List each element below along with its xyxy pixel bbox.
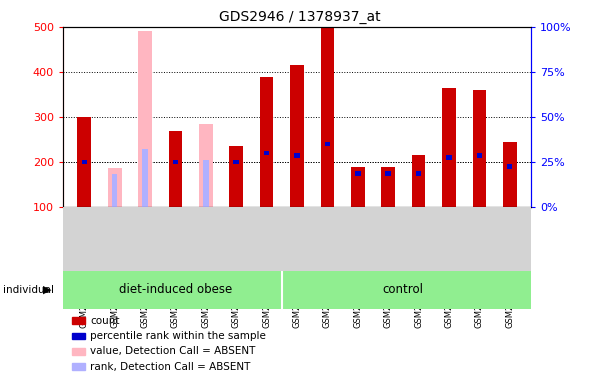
Bar: [77, 117, 91, 207]
Bar: [412, 156, 425, 207]
Bar: [138, 31, 152, 207]
Text: value, Detection Call = ABSENT: value, Detection Call = ABSENT: [90, 346, 256, 356]
Bar: [173, 160, 178, 164]
Text: percentile rank within the sample: percentile rank within the sample: [90, 331, 266, 341]
Text: control: control: [383, 283, 424, 296]
Bar: [112, 174, 118, 207]
Bar: [294, 153, 300, 158]
Bar: [416, 171, 421, 176]
Bar: [442, 88, 456, 207]
Text: ▶: ▶: [43, 285, 51, 295]
Bar: [476, 153, 482, 158]
Bar: [260, 76, 274, 207]
Bar: [169, 131, 182, 207]
Text: diet-induced obese: diet-induced obese: [119, 283, 232, 296]
Bar: [203, 160, 209, 207]
Bar: [142, 149, 148, 207]
Bar: [473, 90, 486, 207]
Bar: [507, 164, 512, 169]
Bar: [199, 124, 212, 207]
Bar: [355, 171, 361, 176]
Text: count: count: [90, 316, 119, 326]
Bar: [233, 160, 239, 164]
Text: individual: individual: [3, 285, 54, 295]
Bar: [382, 167, 395, 207]
Bar: [351, 167, 365, 207]
Bar: [446, 156, 452, 160]
Text: GDS2946 / 1378937_at: GDS2946 / 1378937_at: [219, 10, 381, 23]
Bar: [82, 160, 87, 164]
Bar: [385, 171, 391, 176]
Bar: [108, 168, 122, 207]
Bar: [503, 142, 517, 207]
Bar: [264, 151, 269, 156]
Text: rank, Detection Call = ABSENT: rank, Detection Call = ABSENT: [90, 362, 250, 372]
Bar: [325, 142, 330, 146]
Bar: [320, 27, 334, 207]
Bar: [229, 146, 243, 207]
Bar: [290, 65, 304, 207]
